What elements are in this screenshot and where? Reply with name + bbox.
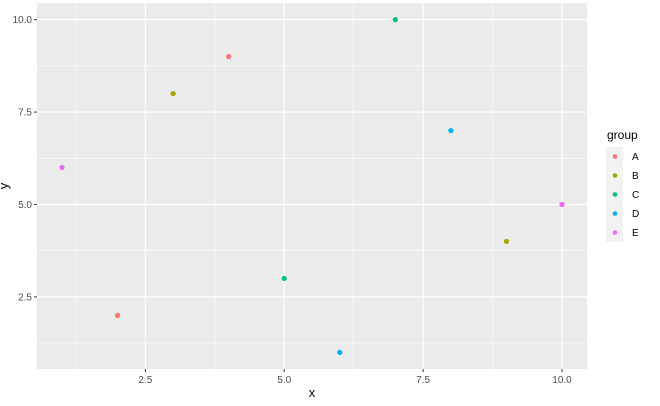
data-points: [59, 17, 565, 355]
data-point-A: [114, 312, 121, 318]
data-point-B: [170, 90, 176, 97]
legend-key-A: [612, 154, 618, 159]
data-point-D: [448, 127, 454, 134]
y-axis-title: y: [0, 182, 11, 189]
legend-key-D: [612, 211, 618, 216]
legend-key-E: [612, 230, 618, 235]
minor-gridlines: [37, 3, 587, 369]
data-point-C: [392, 17, 398, 23]
x-axis-title: x: [309, 385, 316, 400]
legend-label-C: C: [632, 190, 639, 201]
x-axis: 2.5 5.0 7.5 10.0: [138, 369, 572, 386]
data-point-E: [559, 201, 565, 208]
data-point-E: [59, 164, 65, 171]
data-point-D: [337, 349, 343, 355]
y-tick-label: 7.5: [18, 108, 32, 119]
legend-label-E: E: [632, 228, 639, 239]
legend-label-D: D: [632, 209, 639, 220]
y-axis: 2.5 5.0 7.5 10.0: [13, 15, 37, 303]
data-point-A: [226, 54, 232, 60]
legend-key-C: [612, 192, 618, 197]
data-point-B: [503, 238, 510, 245]
legend-label-B: B: [632, 171, 639, 182]
legend-title: group: [607, 128, 638, 142]
x-tick-label: 10.0: [552, 375, 572, 386]
y-tick-label: 2.5: [18, 292, 32, 303]
legend-key-B: [612, 173, 618, 178]
y-tick-label: 5.0: [18, 200, 32, 211]
x-tick-label: 5.0: [277, 375, 291, 386]
major-gridlines: [37, 3, 587, 369]
x-tick-label: 2.5: [138, 375, 152, 386]
x-tick-label: 7.5: [416, 375, 430, 386]
data-point-C: [281, 275, 287, 282]
legend-label-A: A: [632, 152, 639, 163]
y-tick-label: 10.0: [13, 15, 33, 26]
plot-panel: [37, 3, 587, 369]
